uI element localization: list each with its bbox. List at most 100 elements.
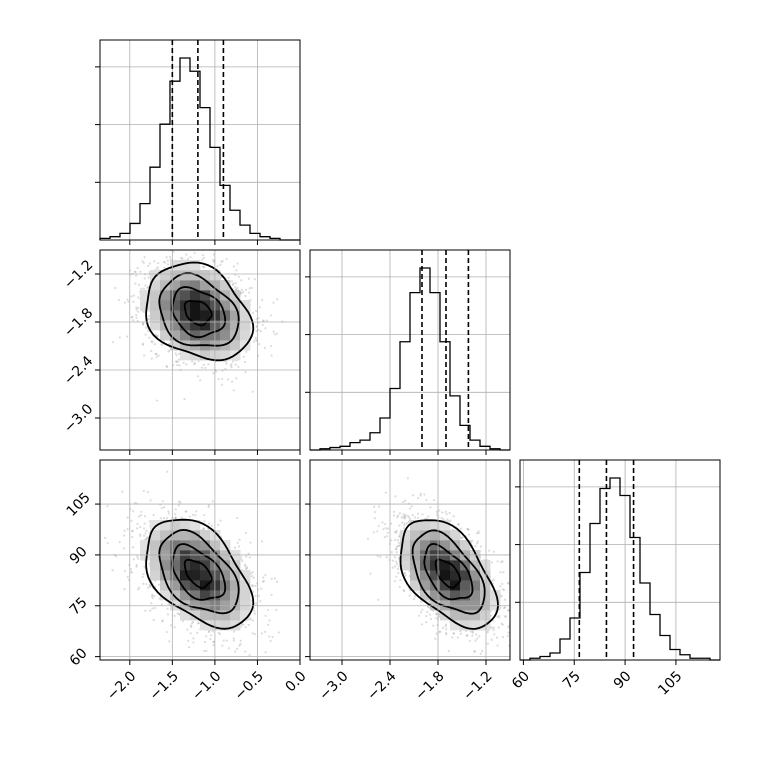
sample-point [224, 360, 228, 363]
density-cell [460, 600, 471, 611]
sample-point [276, 298, 279, 301]
sample-point [417, 614, 421, 617]
sample-point [212, 644, 215, 647]
sample-point [146, 490, 150, 494]
sample-point [262, 576, 265, 579]
ytick-label: −1.2 [61, 257, 96, 292]
sample-point [147, 586, 150, 589]
sample-point [207, 522, 211, 525]
density-cell [490, 590, 501, 601]
sample-point [498, 616, 501, 619]
sample-point [152, 513, 155, 517]
sample-point [205, 649, 208, 652]
sample-point [129, 567, 132, 571]
sample-point [273, 333, 276, 336]
sample-point [496, 615, 499, 618]
sample-point [257, 594, 261, 597]
sample-point [173, 626, 176, 629]
sample-point [193, 251, 196, 254]
density-cell [460, 610, 471, 621]
sample-point [501, 588, 504, 591]
sample-point [397, 541, 401, 545]
density-cell [230, 340, 241, 351]
density-cell [430, 580, 441, 591]
sample-point [268, 635, 271, 638]
sample-point [178, 613, 181, 616]
sample-point [477, 531, 480, 535]
sample-point [417, 591, 420, 594]
sample-point [175, 360, 178, 363]
sample-point [177, 352, 181, 356]
sample-point [123, 569, 127, 573]
sample-point [391, 566, 394, 569]
density-cell [180, 610, 191, 621]
density-cell [180, 590, 191, 601]
density-cell [200, 570, 211, 581]
density-cell [160, 280, 171, 291]
histogram-2 [520, 477, 720, 661]
hist-ygrid-0 [100, 66, 300, 183]
sample-point [202, 649, 206, 653]
sample-point [131, 536, 134, 539]
sample-point [267, 623, 270, 626]
sample-point [118, 540, 121, 544]
sample-point [473, 650, 476, 653]
contour-line [423, 543, 474, 601]
sample-point [237, 545, 240, 548]
xgrid-2-2 [522, 460, 677, 660]
sample-point [219, 519, 222, 522]
sample-point [379, 555, 382, 559]
sample-point [409, 518, 412, 521]
density-cell [190, 320, 201, 331]
sample-point [145, 537, 148, 541]
sample-point [212, 253, 215, 256]
sample-point [196, 375, 200, 378]
density-cell [200, 280, 211, 291]
sample-point [263, 346, 266, 350]
sample-point [394, 495, 397, 498]
density-cell [190, 570, 201, 581]
sample-point [447, 649, 450, 653]
sample-point [461, 536, 464, 539]
sample-point [492, 628, 495, 632]
density-cell [190, 520, 201, 531]
sample-point [161, 500, 164, 503]
sample-point [496, 644, 499, 647]
sample-point [137, 283, 141, 287]
density-cell [440, 540, 451, 551]
sample-point [530, 624, 532, 626]
sample-point [394, 538, 397, 542]
sample-point [232, 265, 236, 268]
sample-point [413, 516, 417, 519]
sample-point [481, 649, 484, 653]
sample-point [144, 609, 147, 612]
sample-point [435, 613, 438, 616]
sample-point [193, 361, 197, 365]
sample-point [486, 642, 489, 645]
density-cell [200, 350, 211, 361]
sample-point [121, 490, 124, 493]
sample-point [189, 256, 192, 259]
sample-point [445, 633, 448, 636]
sample-point [451, 636, 454, 639]
sample-point [142, 582, 145, 585]
sample-point [161, 619, 164, 622]
sample-point [130, 530, 134, 533]
sample-point [130, 316, 133, 319]
ytick-label: 60 [67, 645, 91, 669]
sample-point [393, 580, 397, 583]
sample-point [122, 547, 126, 550]
ygrid-2-1 [310, 503, 510, 658]
sample-point [486, 631, 489, 634]
xtick-label: −2.0 [104, 668, 139, 703]
sample-point [195, 510, 198, 513]
density-cell [230, 580, 241, 591]
sample-point [239, 643, 242, 646]
sample-point [160, 603, 163, 606]
density-cell [200, 290, 211, 301]
sample-point [191, 513, 195, 516]
density-cell [480, 560, 491, 571]
sample-point [251, 571, 254, 574]
sample-point [155, 352, 158, 356]
sample-point [401, 521, 404, 524]
